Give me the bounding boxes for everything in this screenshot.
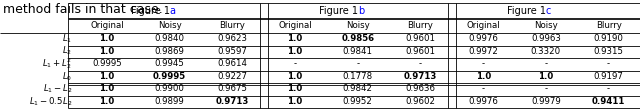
Text: -: -	[607, 84, 610, 93]
Text: -: -	[545, 59, 547, 68]
Text: Noisy: Noisy	[157, 21, 182, 30]
Text: 1.0: 1.0	[287, 47, 303, 56]
Text: 0.9636: 0.9636	[406, 84, 435, 93]
Text: Original: Original	[467, 21, 500, 30]
Text: 0.9995: 0.9995	[153, 72, 186, 81]
Text: a: a	[170, 6, 175, 16]
Text: 0.9869: 0.9869	[155, 47, 184, 56]
Text: Blurry: Blurry	[220, 21, 245, 30]
Text: Noisy: Noisy	[534, 21, 558, 30]
Text: b: b	[358, 6, 364, 16]
Text: Original: Original	[90, 21, 124, 30]
Text: method fails in that case.: method fails in that case.	[3, 3, 163, 16]
Text: Blurry: Blurry	[408, 21, 433, 30]
Text: -: -	[356, 59, 359, 68]
Text: 0.9856: 0.9856	[341, 34, 374, 43]
Text: -: -	[419, 59, 422, 68]
Text: 1.0: 1.0	[99, 34, 115, 43]
Text: 0.1778: 0.1778	[342, 72, 373, 81]
Text: 0.9945: 0.9945	[155, 59, 184, 68]
Text: -: -	[482, 84, 484, 93]
Text: $L_1$: $L_1$	[62, 32, 72, 45]
Text: Figure 1: Figure 1	[131, 6, 170, 16]
Text: 0.9614: 0.9614	[218, 59, 247, 68]
Text: 0.9315: 0.9315	[594, 47, 623, 56]
Text: 0.9952: 0.9952	[343, 97, 372, 106]
Text: 0.9597: 0.9597	[218, 47, 247, 56]
Text: -: -	[607, 59, 610, 68]
Text: 0.9713: 0.9713	[404, 72, 437, 81]
Text: 0.9623: 0.9623	[218, 34, 247, 43]
Text: $L_1 - 0.5L_2$: $L_1 - 0.5L_2$	[29, 95, 72, 108]
Text: 0.9963: 0.9963	[531, 34, 561, 43]
Text: $L_1 - L_2$: $L_1 - L_2$	[43, 83, 72, 95]
Text: Figure 1: Figure 1	[319, 6, 358, 16]
Text: Blurry: Blurry	[596, 21, 621, 30]
Text: -: -	[294, 59, 296, 68]
Text: 0.9841: 0.9841	[343, 47, 372, 56]
Text: 0.9190: 0.9190	[594, 34, 623, 43]
Text: 1.0: 1.0	[99, 84, 115, 93]
Text: 0.9900: 0.9900	[155, 84, 184, 93]
Text: 0.9227: 0.9227	[218, 72, 247, 81]
Text: 0.9675: 0.9675	[218, 84, 247, 93]
Text: Original: Original	[278, 21, 312, 30]
Text: 1.0: 1.0	[287, 72, 303, 81]
Text: Noisy: Noisy	[346, 21, 370, 30]
Text: 0.9601: 0.9601	[406, 47, 435, 56]
Text: 1.0: 1.0	[99, 97, 115, 106]
Text: 0.9972: 0.9972	[468, 47, 498, 56]
Text: 0.9713: 0.9713	[216, 97, 249, 106]
Text: 0.9411: 0.9411	[592, 97, 625, 106]
Text: 1.0: 1.0	[538, 72, 554, 81]
Text: c: c	[546, 6, 551, 16]
Text: 0.3320: 0.3320	[531, 47, 561, 56]
Text: -: -	[482, 59, 484, 68]
Text: 1.0: 1.0	[287, 84, 303, 93]
Text: 0.9976: 0.9976	[468, 97, 498, 106]
Text: 1.0: 1.0	[99, 72, 115, 81]
Text: 0.9979: 0.9979	[531, 97, 561, 106]
Text: Figure 1: Figure 1	[507, 6, 546, 16]
Text: 0.9602: 0.9602	[406, 97, 435, 106]
Text: 1.0: 1.0	[287, 34, 303, 43]
Text: -: -	[545, 84, 547, 93]
Text: 0.9842: 0.9842	[343, 84, 372, 93]
Text: $L_1 + L_2^2$: $L_1 + L_2^2$	[42, 56, 72, 71]
Text: 1.0: 1.0	[476, 72, 491, 81]
Text: $L_0$: $L_0$	[62, 70, 72, 83]
Text: 0.9840: 0.9840	[155, 34, 184, 43]
Text: 0.9995: 0.9995	[92, 59, 122, 68]
Text: $L_2$: $L_2$	[62, 45, 72, 57]
Text: 1.0: 1.0	[287, 97, 303, 106]
Text: 0.9601: 0.9601	[406, 34, 435, 43]
Text: 1.0: 1.0	[99, 47, 115, 56]
Text: 0.9976: 0.9976	[468, 34, 498, 43]
Text: 0.9899: 0.9899	[155, 97, 184, 106]
Text: 0.9197: 0.9197	[594, 72, 623, 81]
